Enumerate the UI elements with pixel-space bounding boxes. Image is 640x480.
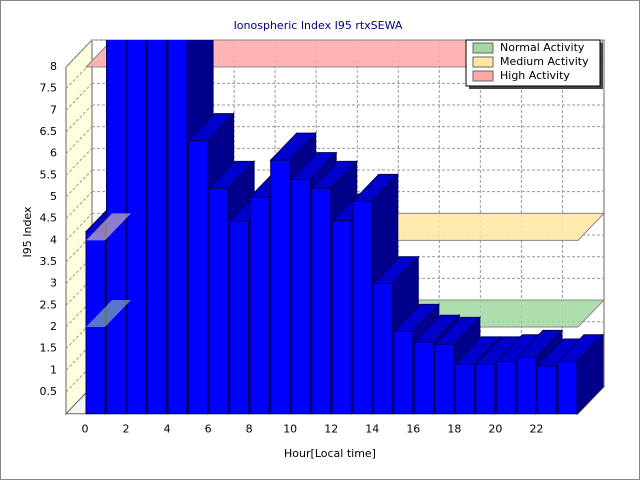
- grid-line: [65, 39, 93, 68]
- bar-front: [126, 40, 147, 415]
- y-tick-label: 5: [50, 190, 57, 203]
- bar-front: [229, 220, 250, 415]
- x-tick-label: 10: [283, 423, 297, 436]
- bar-front: [311, 187, 332, 415]
- y-tick-label: 0.5: [40, 385, 58, 398]
- x-tick-label: 18: [447, 423, 461, 436]
- x-tick-label: 4: [164, 423, 171, 436]
- bar-front: [454, 363, 475, 415]
- legend-swatch: [472, 42, 494, 54]
- bar-front: [372, 283, 393, 415]
- x-tick-label: 2: [123, 423, 130, 436]
- y-tick-label: 1.5: [40, 342, 58, 355]
- bar-front: [188, 140, 209, 415]
- activity-band: [86, 300, 131, 328]
- bar-front: [434, 343, 455, 415]
- bars: [84, 40, 605, 415]
- y-tick-label: 4: [50, 233, 57, 246]
- y-tick-label: 7.5: [40, 82, 58, 95]
- x-tick-label: 14: [365, 423, 379, 436]
- grid-line: [65, 213, 93, 241]
- grid-line: [65, 126, 93, 155]
- bar-front: [393, 330, 414, 415]
- plot: 0.5 1 1.5 2 2.5 3 3.5 4 4.5 5 5.5 6 6.5 7 7.5 8 0 2 4 6 8 10 1…: [40, 38, 606, 436]
- x-tick-label: 0: [82, 423, 89, 436]
- bar-front: [413, 341, 434, 415]
- legend-swatch: [472, 70, 494, 82]
- x-tick-label: 8: [246, 423, 253, 436]
- y-tick-label: 1: [50, 363, 57, 376]
- y-tick-label: 5.5: [40, 168, 58, 181]
- grid-line: [65, 104, 93, 133]
- bar-front: [475, 363, 496, 415]
- y-tick-label: 4.5: [40, 212, 58, 225]
- chart-title: Ionospheric Index I95 rtxSEWA: [234, 19, 403, 32]
- bar-front: [290, 179, 311, 415]
- x-tick-label: 16: [406, 423, 420, 436]
- grid-line: [65, 191, 93, 220]
- bar-front: [331, 220, 352, 415]
- bar-front: [249, 196, 270, 415]
- grid-line: [65, 169, 93, 198]
- bar: [556, 333, 605, 415]
- x-tick-label: 20: [488, 423, 502, 436]
- y-tick-label: 6: [50, 147, 57, 160]
- x-axis-label: Hour[Local time]: [284, 447, 376, 460]
- grid-line: [65, 82, 93, 111]
- x-tick-label: 22: [529, 423, 543, 436]
- bar-front: [352, 200, 373, 415]
- bar-front: [495, 361, 516, 415]
- y-tick-label: 3: [50, 277, 57, 290]
- y-tick-label: 8: [50, 60, 57, 73]
- x-tick-label: 6: [205, 423, 212, 436]
- bar-front: [147, 40, 168, 415]
- bar-front: [557, 361, 578, 415]
- y-tick-label: 2: [50, 320, 57, 333]
- bar-front: [536, 365, 557, 415]
- legend-label: Medium Activity: [500, 55, 589, 68]
- y-axis-label: I95 Index: [21, 206, 34, 258]
- legend-label: Normal Activity: [500, 41, 585, 54]
- y-tick-label: 2.5: [40, 298, 58, 311]
- bar-front: [167, 40, 188, 415]
- legend-swatch: [472, 56, 494, 68]
- y-tick-label: 6.5: [40, 125, 58, 138]
- x-tick-label: 12: [324, 423, 338, 436]
- bar-front: [208, 187, 229, 415]
- grid-line: [65, 147, 93, 176]
- y-tick-label: 3.5: [40, 255, 58, 268]
- legend-label: High Activity: [500, 69, 570, 82]
- bar-front: [516, 356, 537, 415]
- bar-front: [270, 159, 291, 415]
- y-tick-label: 7: [50, 103, 57, 116]
- activity-band: [86, 213, 131, 241]
